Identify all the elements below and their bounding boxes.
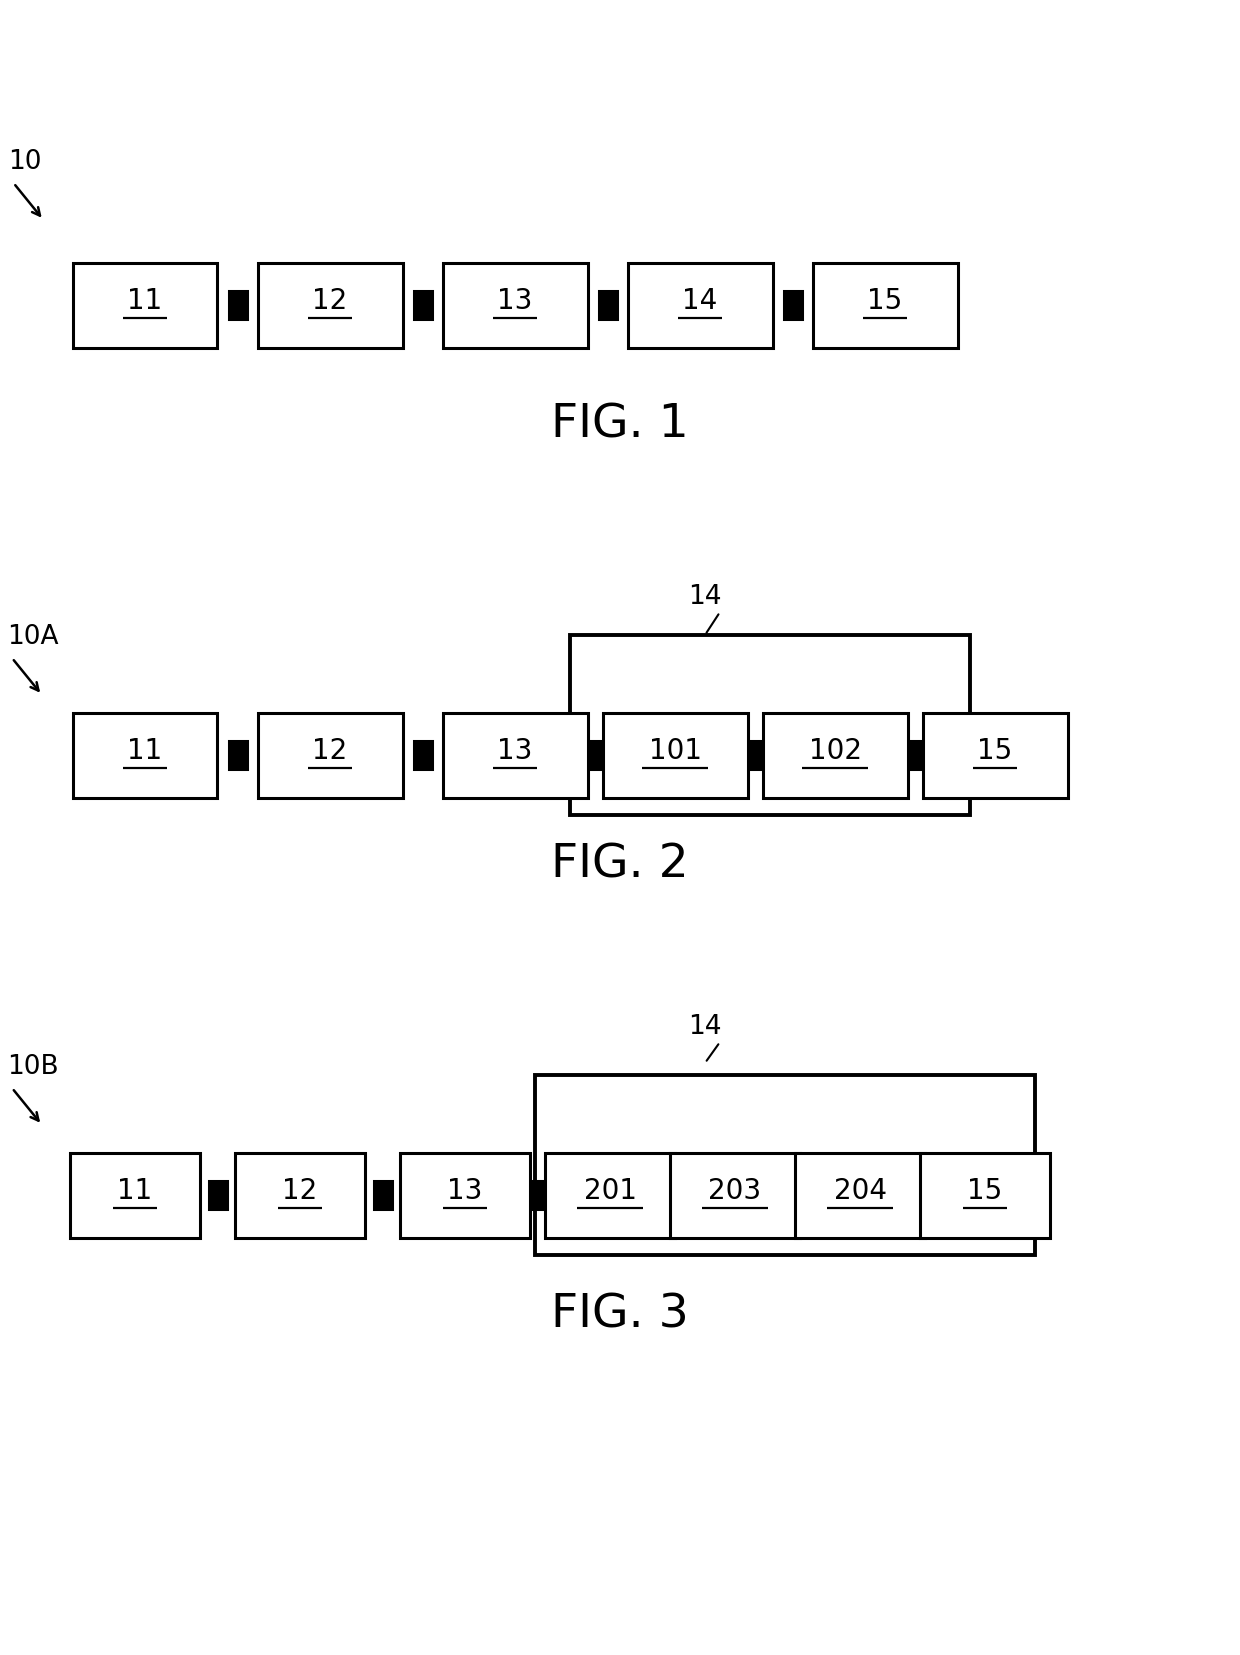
Text: 10: 10 xyxy=(9,149,42,175)
Text: 102: 102 xyxy=(808,736,862,765)
Bar xyxy=(72,713,217,798)
Bar xyxy=(228,291,247,319)
Bar xyxy=(443,263,588,348)
Bar xyxy=(812,263,957,348)
Bar xyxy=(413,741,432,770)
Bar xyxy=(258,263,403,348)
Bar xyxy=(413,291,432,319)
Text: 11: 11 xyxy=(118,1177,153,1205)
Text: FIG. 3: FIG. 3 xyxy=(551,1293,689,1337)
Bar xyxy=(587,741,604,770)
Bar xyxy=(746,741,764,770)
Bar xyxy=(670,1152,800,1238)
Text: 13: 13 xyxy=(448,1177,482,1205)
Text: 15: 15 xyxy=(977,736,1013,765)
Bar xyxy=(228,741,247,770)
Text: 13: 13 xyxy=(497,736,533,765)
Bar xyxy=(401,1152,529,1238)
Bar xyxy=(208,1182,227,1210)
Text: 11: 11 xyxy=(128,286,162,314)
Text: 101: 101 xyxy=(649,736,702,765)
Text: 14: 14 xyxy=(688,1015,722,1039)
Bar xyxy=(914,1182,931,1210)
Text: 15: 15 xyxy=(867,286,903,314)
Text: FIG. 1: FIG. 1 xyxy=(551,402,689,447)
Text: 12: 12 xyxy=(283,1177,317,1205)
Bar xyxy=(784,291,801,319)
Bar xyxy=(920,1152,1050,1238)
Bar xyxy=(789,1182,806,1210)
Text: 14: 14 xyxy=(688,584,722,611)
Text: 10B: 10B xyxy=(7,1054,58,1081)
Bar xyxy=(663,1182,682,1210)
Bar xyxy=(795,1152,925,1238)
Text: FIG. 2: FIG. 2 xyxy=(551,842,689,887)
Bar xyxy=(72,263,217,348)
Bar xyxy=(258,713,403,798)
Bar xyxy=(570,636,970,814)
Text: 201: 201 xyxy=(584,1177,636,1205)
Bar xyxy=(599,291,616,319)
Bar xyxy=(69,1152,200,1238)
Bar xyxy=(546,1152,675,1238)
Bar xyxy=(603,713,748,798)
Bar xyxy=(236,1152,365,1238)
Text: 204: 204 xyxy=(833,1177,887,1205)
Bar xyxy=(534,1076,1035,1254)
Text: 15: 15 xyxy=(967,1177,1003,1205)
Text: 203: 203 xyxy=(708,1177,761,1205)
Bar xyxy=(923,713,1068,798)
Text: 14: 14 xyxy=(682,286,718,314)
Text: 12: 12 xyxy=(312,286,347,314)
Text: 13: 13 xyxy=(497,286,533,314)
Bar xyxy=(528,1182,547,1210)
Bar xyxy=(443,713,588,798)
Bar xyxy=(627,263,773,348)
Text: 10A: 10A xyxy=(7,624,58,650)
Text: 12: 12 xyxy=(312,736,347,765)
Text: 11: 11 xyxy=(128,736,162,765)
Bar xyxy=(906,741,924,770)
Bar xyxy=(763,713,908,798)
Bar xyxy=(373,1182,392,1210)
